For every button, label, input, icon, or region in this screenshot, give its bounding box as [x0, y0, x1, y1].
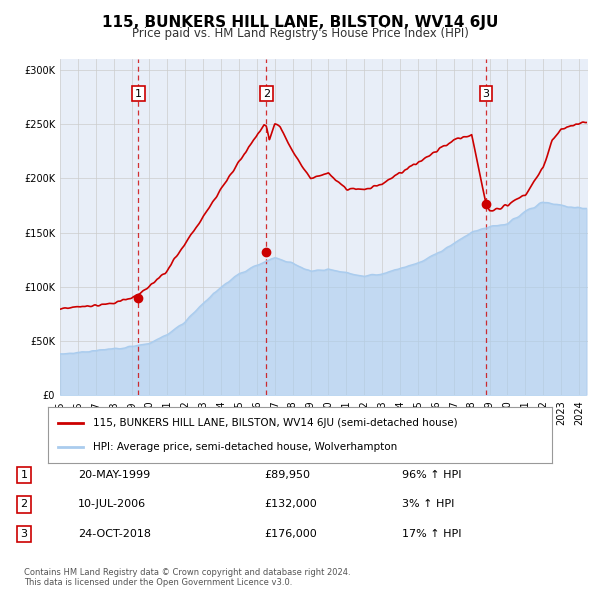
Text: 2: 2: [263, 88, 270, 99]
Text: 3: 3: [20, 529, 28, 539]
Text: £132,000: £132,000: [264, 500, 317, 509]
Text: 3% ↑ HPI: 3% ↑ HPI: [402, 500, 454, 509]
Text: 17% ↑ HPI: 17% ↑ HPI: [402, 529, 461, 539]
Text: 20-MAY-1999: 20-MAY-1999: [78, 470, 150, 480]
Text: £176,000: £176,000: [264, 529, 317, 539]
Text: Contains HM Land Registry data © Crown copyright and database right 2024.
This d: Contains HM Land Registry data © Crown c…: [24, 568, 350, 587]
Text: 1: 1: [20, 470, 28, 480]
Text: 115, BUNKERS HILL LANE, BILSTON, WV14 6JU (semi-detached house): 115, BUNKERS HILL LANE, BILSTON, WV14 6J…: [94, 418, 458, 428]
Text: 1: 1: [135, 88, 142, 99]
Text: 96% ↑ HPI: 96% ↑ HPI: [402, 470, 461, 480]
Text: Price paid vs. HM Land Registry's House Price Index (HPI): Price paid vs. HM Land Registry's House …: [131, 27, 469, 40]
Text: 3: 3: [482, 88, 490, 99]
Text: 115, BUNKERS HILL LANE, BILSTON, WV14 6JU: 115, BUNKERS HILL LANE, BILSTON, WV14 6J…: [102, 15, 498, 30]
Text: 10-JUL-2006: 10-JUL-2006: [78, 500, 146, 509]
Text: 24-OCT-2018: 24-OCT-2018: [78, 529, 151, 539]
Text: HPI: Average price, semi-detached house, Wolverhampton: HPI: Average price, semi-detached house,…: [94, 442, 398, 453]
Text: 2: 2: [20, 500, 28, 509]
Text: £89,950: £89,950: [264, 470, 310, 480]
